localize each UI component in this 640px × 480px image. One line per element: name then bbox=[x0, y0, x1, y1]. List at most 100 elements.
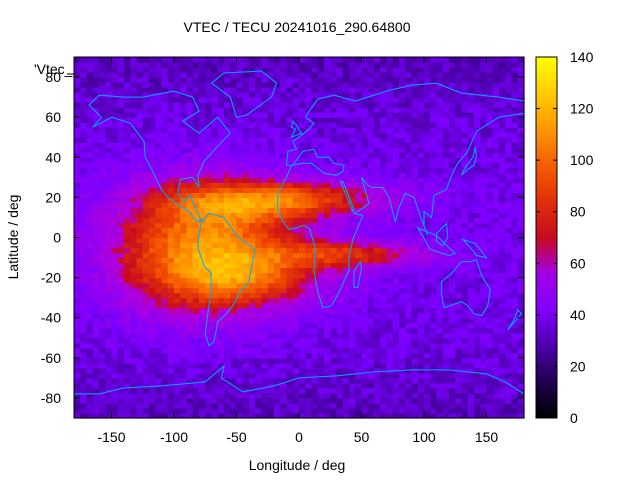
heatmap-cell bbox=[442, 127, 450, 133]
heatmap-cell bbox=[230, 142, 238, 148]
heatmap-cell bbox=[286, 147, 294, 153]
heatmap-cell bbox=[317, 122, 325, 128]
heatmap-cell bbox=[230, 392, 238, 399]
heatmap-cell bbox=[349, 147, 356, 153]
heatmap-cell bbox=[155, 147, 163, 153]
heatmap-cell bbox=[461, 287, 469, 294]
heatmap-cell bbox=[217, 357, 225, 364]
heatmap-cell bbox=[442, 187, 450, 193]
heatmap-cell bbox=[199, 237, 206, 244]
heatmap-cell bbox=[217, 312, 225, 319]
heatmap-cell bbox=[242, 92, 250, 98]
heatmap-cell bbox=[124, 377, 131, 384]
heatmap-cell bbox=[224, 247, 231, 254]
heatmap-cell bbox=[449, 142, 456, 148]
heatmap-cell bbox=[224, 352, 231, 359]
heatmap-cell bbox=[180, 407, 188, 414]
heatmap-cell bbox=[392, 387, 400, 394]
heatmap-cell bbox=[261, 107, 269, 113]
heatmap-cell bbox=[380, 172, 388, 178]
heatmap-cell bbox=[461, 202, 469, 209]
heatmap-cell bbox=[280, 202, 288, 209]
heatmap-cell bbox=[461, 102, 469, 108]
heatmap-cell bbox=[411, 202, 419, 209]
heatmap-cell bbox=[380, 332, 388, 339]
heatmap-cell bbox=[424, 332, 431, 339]
heatmap-cell bbox=[274, 182, 281, 188]
heatmap-cell bbox=[492, 127, 500, 133]
heatmap-cell bbox=[99, 412, 106, 419]
heatmap-cell bbox=[199, 147, 206, 153]
heatmap-cell bbox=[286, 392, 294, 399]
heatmap-cell bbox=[142, 242, 150, 249]
heatmap-cell bbox=[424, 287, 431, 294]
heatmap-cell bbox=[499, 397, 506, 404]
heatmap-cell bbox=[505, 297, 513, 304]
heatmap-cell bbox=[124, 217, 131, 224]
heatmap-cell bbox=[286, 207, 294, 214]
heatmap-cell bbox=[424, 97, 431, 103]
heatmap-cell bbox=[124, 92, 131, 98]
heatmap-cell bbox=[124, 132, 131, 138]
heatmap-cell bbox=[142, 307, 150, 314]
heatmap-cell bbox=[305, 362, 313, 369]
heatmap-cell bbox=[124, 87, 131, 93]
heatmap-cell bbox=[280, 402, 288, 409]
heatmap-cell bbox=[80, 237, 88, 244]
heatmap-cell bbox=[342, 312, 350, 319]
heatmap-cell bbox=[299, 352, 306, 359]
heatmap-cell bbox=[99, 332, 106, 339]
heatmap-cell bbox=[211, 402, 219, 409]
heatmap-cell bbox=[274, 112, 281, 118]
heatmap-cell bbox=[92, 347, 100, 354]
heatmap-cell bbox=[467, 342, 475, 349]
heatmap-cell bbox=[261, 212, 269, 219]
heatmap-cell bbox=[336, 67, 344, 73]
heatmap-cell bbox=[174, 257, 181, 264]
heatmap-cell bbox=[311, 77, 319, 83]
heatmap-cell bbox=[317, 117, 325, 123]
heatmap-cell bbox=[105, 327, 113, 334]
heatmap-cell bbox=[299, 372, 306, 379]
heatmap-cell bbox=[74, 72, 81, 78]
heatmap-cell bbox=[305, 257, 313, 264]
heatmap-cell bbox=[411, 177, 419, 183]
heatmap-cell bbox=[242, 197, 250, 203]
heatmap-cell bbox=[161, 177, 169, 183]
heatmap-cell bbox=[205, 232, 213, 239]
heatmap-cell bbox=[117, 82, 125, 88]
heatmap-cell bbox=[136, 107, 144, 113]
heatmap-cell bbox=[336, 222, 344, 229]
heatmap-cell bbox=[242, 72, 250, 78]
heatmap-cell bbox=[386, 267, 394, 274]
heatmap-cell bbox=[236, 122, 244, 128]
heatmap-cell bbox=[461, 147, 469, 153]
heatmap-cell bbox=[436, 232, 444, 239]
heatmap-cell bbox=[180, 77, 188, 83]
heatmap-cell bbox=[474, 67, 481, 73]
heatmap-cell bbox=[255, 387, 263, 394]
heatmap-cell bbox=[99, 392, 106, 399]
heatmap-cell bbox=[99, 127, 106, 133]
heatmap-cell bbox=[161, 197, 169, 203]
heatmap-cell bbox=[411, 377, 419, 384]
heatmap-cell bbox=[286, 67, 294, 73]
heatmap-cell bbox=[449, 257, 456, 264]
heatmap-cell bbox=[117, 182, 125, 188]
heatmap-cell bbox=[492, 137, 500, 143]
heatmap-cell bbox=[280, 247, 288, 254]
heatmap-cell bbox=[349, 222, 356, 229]
heatmap-cell bbox=[280, 407, 288, 414]
heatmap-cell bbox=[380, 97, 388, 103]
heatmap-cell bbox=[124, 207, 131, 214]
heatmap-cell bbox=[355, 102, 363, 108]
heatmap-cell bbox=[161, 232, 169, 239]
heatmap-cell bbox=[311, 292, 319, 299]
heatmap-cell bbox=[342, 117, 350, 123]
heatmap-cell bbox=[367, 152, 375, 158]
heatmap-cell bbox=[255, 142, 263, 148]
heatmap-cell bbox=[505, 382, 513, 389]
heatmap-cell bbox=[199, 287, 206, 294]
heatmap-cell bbox=[117, 302, 125, 309]
heatmap-cell bbox=[299, 407, 306, 414]
